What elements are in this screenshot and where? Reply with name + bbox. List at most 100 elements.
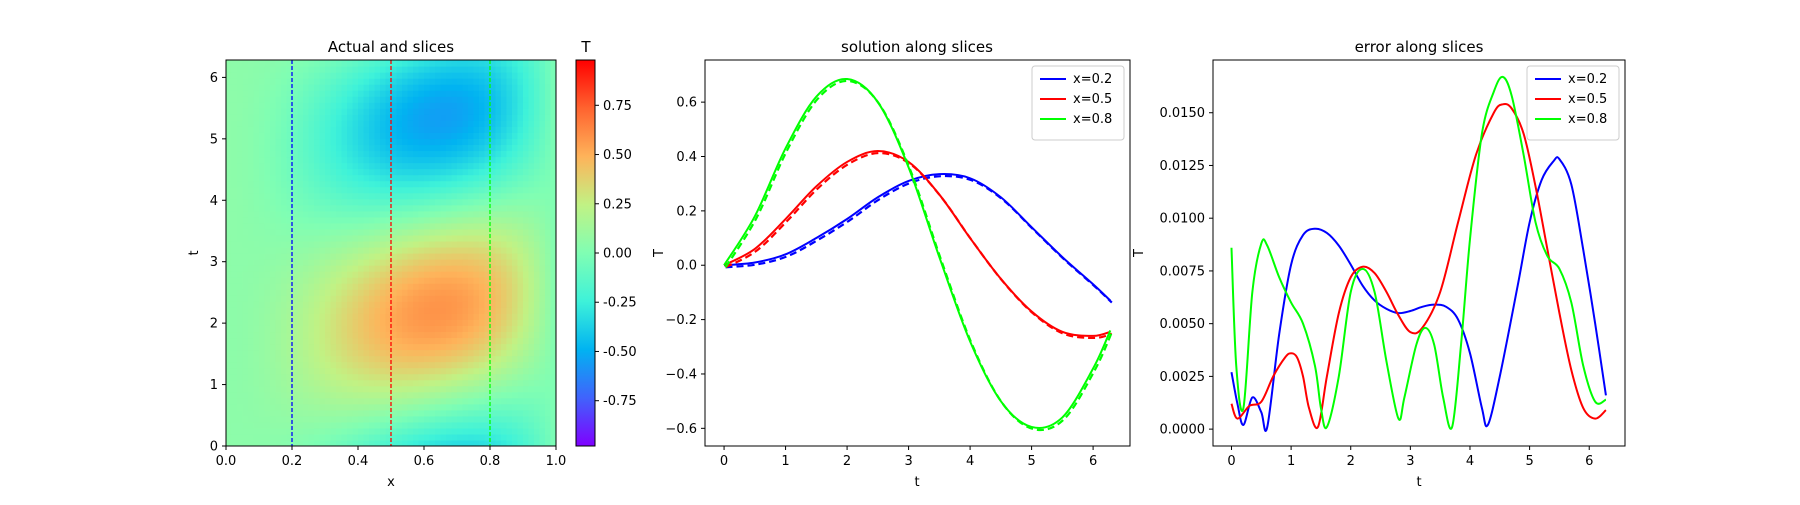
heatmap-cell [374, 84, 381, 91]
heatmap-cell [264, 439, 271, 446]
heatmap-cell [374, 385, 381, 393]
heatmap-cell [242, 397, 249, 405]
heatmap-cell [424, 150, 431, 158]
heatmap-cell [512, 144, 519, 152]
heatmap-cell [501, 409, 508, 417]
heatmap-cell [490, 283, 497, 290]
heatmap-cell [286, 337, 293, 345]
heatmap-cell [523, 120, 530, 127]
heatmap-cell [303, 132, 310, 140]
heatmap-cell [435, 216, 442, 224]
heatmap-cell [484, 180, 491, 188]
heatmap-cell [319, 210, 326, 218]
heatmap-cell [248, 132, 255, 140]
heatmap-cell [303, 72, 310, 79]
heatmap-cell [517, 174, 524, 182]
heatmap-cell [231, 174, 238, 182]
heatmap-cell [314, 66, 321, 73]
heatmap-cell [325, 355, 332, 363]
heatmap-cell [253, 168, 260, 176]
heatmap-cell [363, 228, 370, 236]
heatmap-cell [523, 415, 530, 423]
heatmap-cell [528, 337, 535, 345]
heatmap-cell [237, 415, 244, 423]
heatmap-cell [380, 102, 387, 109]
heatmap-cell [264, 114, 271, 121]
heatmap-cell [501, 253, 508, 260]
heatmap-cell [479, 319, 486, 326]
heatmap-cell [374, 174, 381, 182]
heatmap-cell [545, 283, 552, 290]
heatmap-cell [462, 427, 469, 435]
heatmap-cell [501, 144, 508, 152]
heatmap-cell [308, 126, 315, 133]
heatmap-cell [253, 126, 260, 133]
heatmap-cell [424, 307, 431, 314]
heatmap-cell [545, 60, 552, 67]
heatmap-cell [374, 265, 381, 272]
heatmap-cell [446, 379, 453, 387]
heatmap-cell [264, 210, 271, 218]
heatmap-cell [341, 246, 348, 254]
heatmap-cell [358, 234, 365, 242]
heatmap-cell [479, 301, 486, 308]
heatmap-cell [429, 403, 436, 411]
heatmap-cell [424, 301, 431, 308]
heatmap-cell [380, 90, 387, 97]
heatmap-cell [303, 421, 310, 429]
heatmap-cell [528, 90, 535, 97]
heatmap-cell [248, 433, 255, 441]
heatmap-cell [330, 186, 337, 194]
heatmap-cell [242, 246, 249, 254]
heatmap-cell [380, 331, 387, 339]
heatmap-cell [259, 283, 266, 290]
heatmap-cell [308, 379, 315, 387]
heatmap-cell [380, 295, 387, 302]
heatmap-cell [231, 253, 238, 260]
heatmap-cell [374, 349, 381, 357]
heatmap-cell [495, 78, 502, 85]
heatmap-cell [352, 319, 359, 326]
heatmap-cell [523, 84, 530, 91]
heatmap-cell [303, 385, 310, 393]
heatmap-cell [347, 271, 354, 278]
heatmap-cell [330, 180, 337, 188]
heatmap-cell [413, 403, 420, 411]
heatmap-cell [429, 283, 436, 290]
heatmap-cell [479, 415, 486, 423]
heatmap-cell [517, 397, 524, 405]
heatmap-cell [259, 180, 266, 188]
heatmap-cell [418, 289, 425, 296]
heatmap-cell [435, 210, 442, 218]
heatmap-cell [457, 319, 464, 326]
heatmap-cell [473, 283, 480, 290]
heatmap-cell [281, 319, 288, 326]
heatmap-cell [457, 343, 464, 351]
heatmap-cell [292, 126, 299, 133]
heatmap-cell [479, 126, 486, 133]
heatmap-cell [286, 204, 293, 212]
heatmap-cell [231, 379, 238, 387]
heatmap-cell [462, 156, 469, 164]
heatmap-cell [303, 168, 310, 176]
heatmap-cell [424, 180, 431, 188]
heatmap-cell [424, 361, 431, 369]
heatmap-cell [297, 234, 304, 242]
heatmap-cell [418, 174, 425, 182]
heatmap-x-tick-label: 0.6 [414, 454, 435, 469]
heatmap-cell [506, 156, 513, 164]
heatmap-cell [226, 108, 233, 115]
heatmap-cell [380, 409, 387, 417]
heatmap-cell [490, 319, 497, 326]
heatmap-cell [495, 234, 502, 242]
heatmap-cell [435, 102, 442, 109]
heatmap-cell [440, 120, 447, 127]
heatmap-cell [424, 246, 431, 254]
heatmap-cell [429, 78, 436, 85]
heatmap-cell [226, 132, 233, 140]
heatmap-cell [259, 162, 266, 170]
heatmap-cell [539, 72, 546, 79]
heatmap-cell [473, 379, 480, 387]
heatmap-cell [418, 379, 425, 387]
heatmap-cell [407, 114, 414, 121]
